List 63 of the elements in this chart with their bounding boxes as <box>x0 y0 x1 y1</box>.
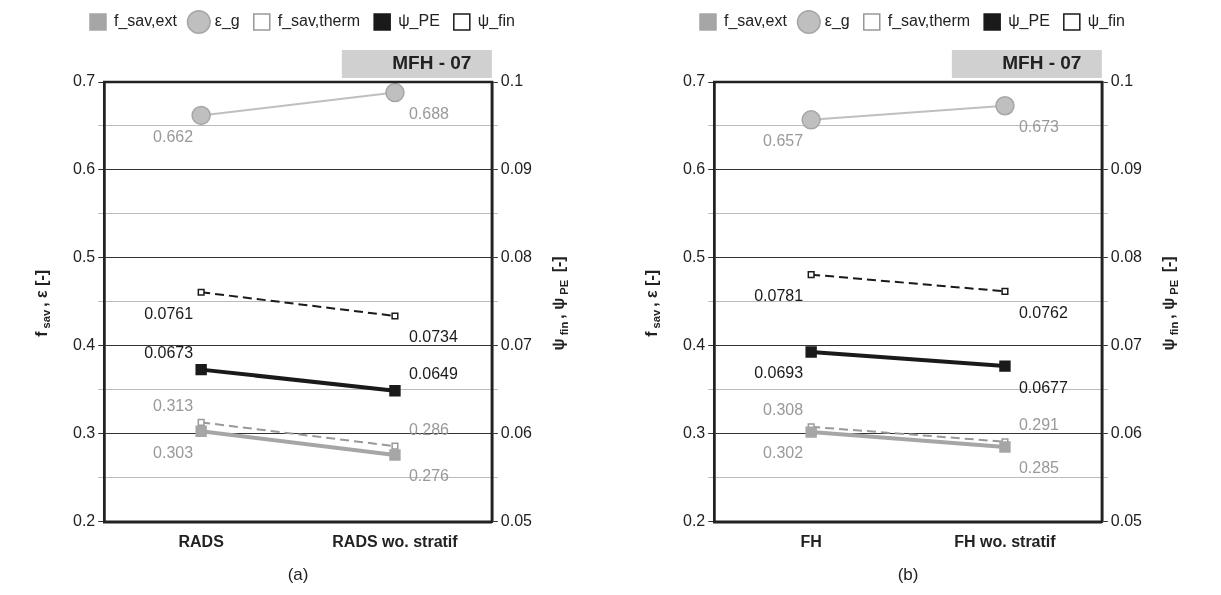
y-axis-title: fsav, ε [-] <box>642 269 663 337</box>
data-label: 0.657 <box>763 132 804 150</box>
y2-axis-title: ψfin, ψPE [-] <box>1160 256 1180 351</box>
data-label: 0.0761 <box>144 304 194 322</box>
y2-tick-label: 0.05 <box>500 512 533 530</box>
y-tick-label: 0.6 <box>72 160 96 178</box>
y2-tick-label: 0.06 <box>500 424 533 442</box>
data-label: 0.291 <box>1018 416 1060 434</box>
x-tick-label: RADS <box>178 532 225 550</box>
data-label: 0.0762 <box>1018 303 1068 321</box>
y-tick-label: 0.4 <box>682 336 706 354</box>
y2-tick-label: 0.07 <box>500 336 533 354</box>
legend-label: f_sav,ext <box>113 12 178 31</box>
data-label: 0.285 <box>1018 459 1060 477</box>
data-label: 0.308 <box>763 401 804 419</box>
y2-tick-label: 0.07 <box>1110 336 1143 354</box>
text: MFH - 07 <box>1002 52 1082 74</box>
y-tick-label: 0.5 <box>682 248 706 266</box>
data-label: 0.0781 <box>754 287 804 305</box>
legend-label: ψ_fin <box>1087 12 1126 31</box>
y2-tick-label: 0.08 <box>500 248 533 266</box>
y2-tick-label: 0.09 <box>1110 160 1143 178</box>
y-tick-label: 0.5 <box>72 248 96 266</box>
legend-label: ψ_PE <box>398 12 440 31</box>
y-tick-label: 0.3 <box>682 424 706 442</box>
data-label: 0.303 <box>153 443 194 461</box>
data-label: 0.313 <box>153 396 194 414</box>
data-label: 0.0677 <box>1018 378 1068 396</box>
y-tick-label: 0.2 <box>682 512 706 530</box>
legend-label: f_sav,therm <box>277 12 361 31</box>
text: (a) <box>287 564 309 584</box>
y-tick-label: 0.3 <box>72 424 96 442</box>
y-tick-label: 0.2 <box>72 512 96 530</box>
text: (b) <box>897 564 919 584</box>
data-label: 0.302 <box>763 444 804 462</box>
y-tick-label: 0.7 <box>682 72 706 90</box>
y2-tick-label: 0.09 <box>500 160 533 178</box>
legend-label: f_sav,ext <box>723 12 788 31</box>
data-label: 0.0673 <box>144 344 194 362</box>
legend-label: ε_g <box>824 12 850 31</box>
y2-tick-label: 0.1 <box>500 72 524 90</box>
x-tick-label: FH wo. stratif <box>954 532 1057 550</box>
data-label: 0.0649 <box>408 365 458 383</box>
legend-label: ψ_PE <box>1008 12 1050 31</box>
y-tick-label: 0.4 <box>72 336 96 354</box>
y2-tick-label: 0.06 <box>1110 424 1143 442</box>
legend-label: ψ_fin <box>477 12 516 31</box>
y2-tick-label: 0.05 <box>1110 512 1143 530</box>
x-tick-label: FH <box>800 532 822 550</box>
y2-tick-label: 0.1 <box>1110 72 1134 90</box>
data-label: 0.0734 <box>408 328 458 346</box>
y2-axis-title: ψfin, ψPE [-] <box>550 256 570 351</box>
y2-tick-label: 0.08 <box>1110 248 1143 266</box>
data-label: 0.662 <box>153 127 194 145</box>
text: MFH - 07 <box>392 52 472 74</box>
y-tick-label: 0.7 <box>72 72 96 90</box>
y-tick-label: 0.6 <box>682 160 706 178</box>
y-axis-title: fsav, ε [-] <box>32 269 53 337</box>
data-label: 0.688 <box>408 104 450 122</box>
x-tick-label: RADS wo. stratif <box>332 532 459 550</box>
legend-label: f_sav,therm <box>887 12 971 31</box>
data-label: 0.0693 <box>754 364 804 382</box>
legend-label: ε_g <box>214 12 240 31</box>
